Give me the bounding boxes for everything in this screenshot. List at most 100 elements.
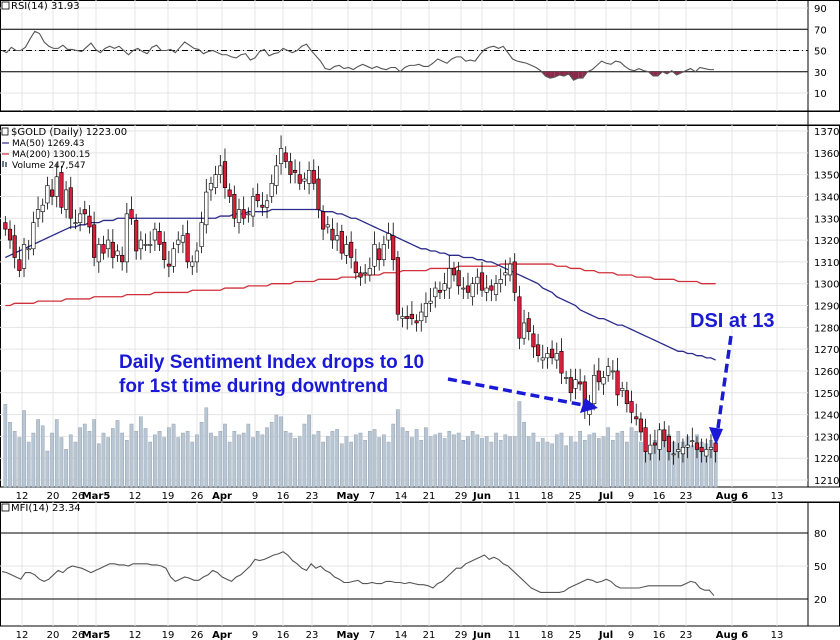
volume-bar bbox=[363, 440, 368, 488]
volume-bar bbox=[480, 438, 484, 488]
volume-bar bbox=[73, 441, 78, 488]
candle-body bbox=[180, 235, 185, 243]
volume-bar bbox=[8, 422, 12, 488]
panel-frame bbox=[0, 0, 840, 112]
x-axis-band bbox=[0, 487, 840, 502]
x-tick-label: 9 bbox=[628, 630, 634, 640]
rsi-panel bbox=[0, 28, 808, 81]
candle-body bbox=[358, 272, 363, 278]
volume-bar bbox=[582, 440, 587, 488]
candle-body bbox=[246, 213, 251, 216]
volume-bar bbox=[330, 431, 335, 488]
price-tick-label: 1290 bbox=[814, 302, 839, 313]
candle-body bbox=[152, 228, 157, 241]
volume-bar bbox=[559, 432, 564, 488]
dsi-arrow-line bbox=[716, 335, 733, 429]
candle-body bbox=[554, 353, 559, 361]
mfi-collapse-icon[interactable] bbox=[1, 503, 10, 512]
candle-body bbox=[283, 152, 288, 162]
rsi-header: RSI(14) 31.93 bbox=[1, 1, 80, 12]
candle-body bbox=[666, 436, 672, 452]
volume-bar bbox=[634, 431, 639, 488]
x-tick-label: Jun bbox=[472, 491, 491, 502]
x-tick-label: 12 bbox=[129, 630, 142, 640]
candle-body bbox=[73, 222, 78, 224]
volume-bar bbox=[50, 432, 54, 488]
volume-bar bbox=[611, 440, 615, 488]
candle-body bbox=[704, 449, 709, 457]
volume-bar bbox=[573, 441, 578, 488]
candle-body bbox=[120, 255, 125, 263]
x-tick-label: 18 bbox=[541, 630, 554, 640]
candle-body bbox=[218, 165, 223, 175]
volume-bar bbox=[377, 437, 382, 488]
candle-body bbox=[526, 318, 531, 332]
candle-body bbox=[227, 189, 232, 197]
axis-labels: 9070503010137013601350134013301320131013… bbox=[16, 4, 840, 640]
volume-bar bbox=[461, 440, 466, 488]
candle-body bbox=[643, 427, 648, 452]
volume-bar bbox=[96, 443, 101, 488]
volume-bar bbox=[293, 438, 297, 488]
candle-body bbox=[573, 379, 578, 389]
candle-body bbox=[564, 377, 569, 379]
candle-body bbox=[437, 289, 443, 293]
candle-body bbox=[372, 244, 377, 267]
volume-bar bbox=[246, 423, 251, 488]
mfi-title: MFI(14) 23.34 bbox=[11, 503, 81, 514]
candle-body bbox=[601, 377, 606, 385]
candle-body bbox=[269, 183, 274, 197]
candle-body bbox=[213, 174, 218, 189]
candle-body bbox=[176, 239, 181, 245]
volume-bar bbox=[139, 416, 143, 488]
candle-body bbox=[236, 209, 242, 223]
x-tick-label: 16 bbox=[653, 630, 666, 640]
x-tick-label: 16 bbox=[277, 491, 290, 502]
volume-bar bbox=[297, 436, 302, 488]
candle-body bbox=[615, 370, 620, 396]
volume-bar bbox=[176, 437, 181, 488]
volume-bar bbox=[386, 441, 391, 488]
candle-body bbox=[101, 244, 106, 254]
x-tick-label: 21 bbox=[423, 491, 436, 502]
volume-bar bbox=[447, 431, 452, 488]
candle-body bbox=[45, 185, 50, 204]
x-tick-label: Apr bbox=[212, 630, 232, 640]
volume-bar bbox=[302, 423, 307, 488]
price-tick-label: 1300 bbox=[814, 280, 839, 291]
price-tick-label: 1330 bbox=[814, 214, 839, 225]
rsi-tick-label: 10 bbox=[814, 89, 827, 100]
x-tick-label: 29 bbox=[455, 491, 468, 502]
price-collapse-icon[interactable] bbox=[1, 127, 9, 136]
candlesticks bbox=[3, 135, 718, 465]
candle-body bbox=[302, 178, 307, 182]
candle-body bbox=[222, 161, 228, 189]
volume-bar bbox=[78, 427, 82, 488]
rsi-oversold-fill bbox=[578, 71, 583, 79]
candle-body bbox=[330, 228, 335, 241]
volume-bar bbox=[512, 436, 517, 488]
volume-bar bbox=[213, 436, 218, 488]
candle-body bbox=[676, 449, 681, 452]
candle-body bbox=[185, 233, 190, 263]
candle-body bbox=[68, 187, 73, 219]
volume-bar bbox=[36, 419, 40, 488]
volume-bar bbox=[82, 423, 87, 488]
volume-bar bbox=[596, 438, 601, 488]
candle-body bbox=[264, 200, 270, 208]
candle-body bbox=[433, 287, 438, 298]
volume-bar bbox=[396, 409, 400, 488]
volume-bar bbox=[134, 431, 139, 488]
candle-body bbox=[423, 303, 429, 317]
volume-bar bbox=[335, 429, 339, 488]
candle-body bbox=[311, 169, 316, 184]
dsi-arrow-head bbox=[709, 427, 723, 445]
volume-bar bbox=[115, 420, 120, 488]
rsi-collapse-icon[interactable] bbox=[1, 1, 10, 10]
candle-body bbox=[708, 446, 714, 450]
volume-bar bbox=[209, 432, 213, 488]
volume-bar bbox=[195, 434, 199, 488]
candle-body bbox=[507, 263, 513, 276]
volume-bar bbox=[466, 436, 470, 488]
